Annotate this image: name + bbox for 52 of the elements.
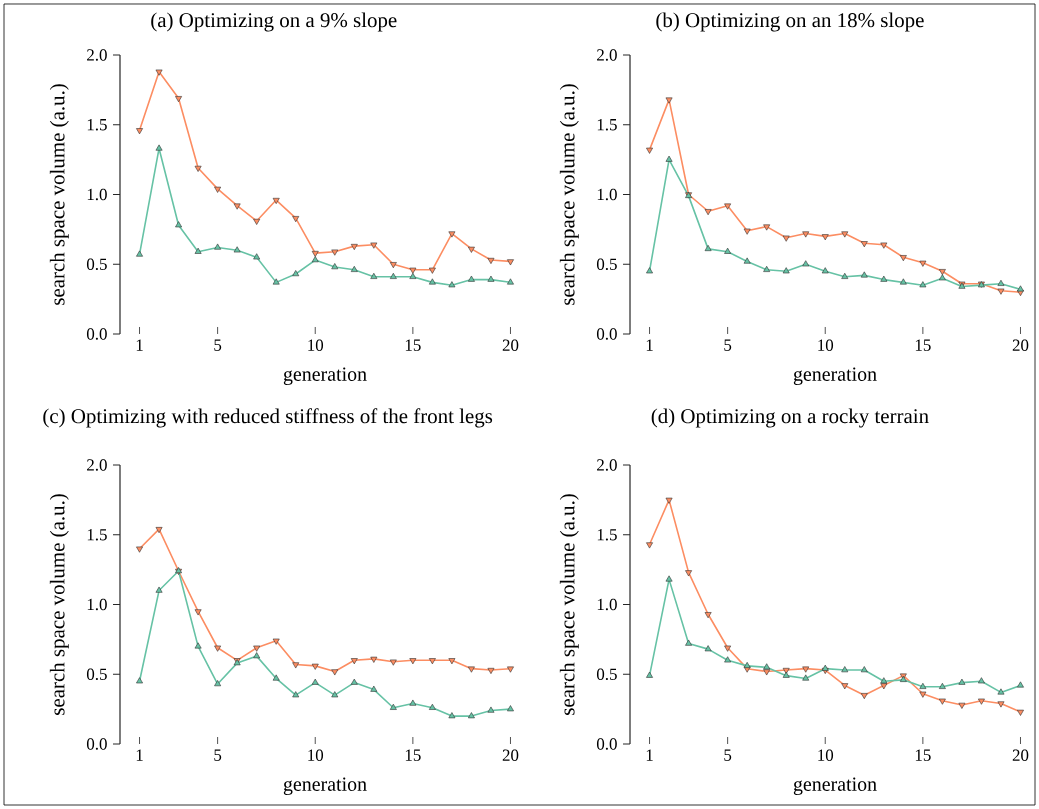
y-tick-label: 1.5: [87, 119, 107, 131]
x-tick-label: 10: [818, 749, 834, 761]
chart-title: (b) Optimizing on an 18% slope: [656, 12, 924, 32]
x-axis-title: generation: [793, 777, 877, 795]
x-tick-label: 15: [405, 749, 421, 761]
x-tick-label: 5: [724, 339, 732, 351]
y-tick-label: 0.0: [596, 328, 617, 340]
y-tick-label: 0.0: [86, 328, 107, 340]
chart-title: (d) Optimizing on a rocky terrain: [651, 408, 929, 428]
x-tick-label: 1: [646, 749, 653, 761]
y-axis-title: search space volume (a.u.): [49, 84, 69, 305]
x-tick-label: 10: [818, 339, 834, 351]
x-tick-label: 10: [308, 339, 324, 351]
x-tick-label: 1: [136, 749, 143, 761]
y-tick-label: 1.5: [597, 119, 617, 131]
x-tick-label: 5: [214, 339, 222, 351]
chart-title: (a) Optimizing on a 9% slope: [151, 12, 397, 32]
y-tick-label: 0.0: [86, 738, 107, 750]
chart-title: (c) Optimizing with reduced stiffness of the front legs: [43, 408, 493, 428]
y-tick-label: 0.5: [86, 668, 107, 680]
x-tick-label: 20: [1012, 749, 1029, 761]
x-tick-label: 1: [136, 339, 143, 351]
y-tick-label: 1.0: [597, 188, 617, 201]
x-tick-label: 1: [646, 339, 653, 351]
y-tick-label: 0.5: [86, 258, 107, 270]
y-tick-label: 2.0: [87, 459, 107, 471]
x-tick-label: 15: [915, 339, 931, 351]
x-axis-title: generation: [283, 777, 367, 795]
y-axis-title: search space volume (a.u.): [559, 494, 579, 715]
x-tick-label: 20: [502, 749, 519, 761]
x-tick-label: 5: [724, 749, 732, 761]
y-tick-label: 1.0: [87, 598, 107, 611]
y-tick-label: 1.0: [597, 598, 617, 611]
x-tick-label: 15: [915, 749, 931, 761]
y-tick-label: 0.0: [596, 738, 617, 750]
x-tick-label: 10: [308, 749, 324, 761]
y-tick-label: 2.0: [597, 459, 617, 471]
x-axis-title: generation: [793, 367, 877, 385]
y-tick-label: 0.5: [596, 258, 617, 270]
y-tick-label: 0.5: [596, 668, 617, 680]
y-tick-label: 1.0: [87, 188, 107, 201]
y-tick-label: 1.5: [597, 529, 617, 541]
x-tick-label: 15: [405, 339, 421, 351]
x-tick-label: 20: [1012, 339, 1029, 351]
y-tick-label: 2.0: [87, 49, 107, 61]
y-tick-label: 1.5: [87, 529, 107, 541]
x-axis-title: generation: [283, 367, 367, 385]
x-tick-label: 5: [214, 749, 222, 761]
y-axis-title: search space volume (a.u.): [49, 494, 69, 715]
y-axis-title: search space volume (a.u.): [559, 84, 579, 305]
y-tick-label: 2.0: [597, 49, 617, 61]
x-tick-label: 20: [502, 339, 519, 351]
